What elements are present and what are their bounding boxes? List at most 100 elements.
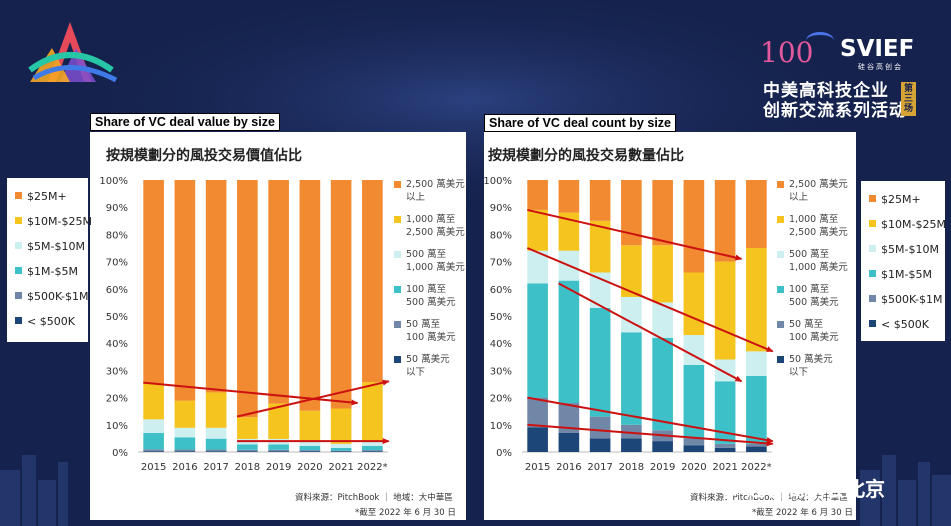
y-tick-label: 30%: [490, 366, 512, 377]
bar-segment: [268, 449, 289, 452]
legend-item: $25M+: [15, 190, 67, 203]
bar-segment: [330, 447, 352, 451]
legend-cn-label: 2,500 萬美元 以上: [406, 179, 465, 203]
x-tick-label: 2015: [141, 462, 166, 473]
bar-segment: [621, 180, 642, 246]
bar-segment: [714, 359, 736, 382]
bar-segment: [652, 441, 673, 452]
legend-item: < $500K: [15, 315, 75, 328]
chart-value-by-size: 0% 10% 20% 30% 40% 50% 60% 70% 80% 90% 100% 2015 201…: [99, 176, 390, 473]
y-tick-label: 90%: [490, 203, 512, 214]
bar-segment: [205, 438, 227, 450]
bar-segment: [268, 180, 289, 404]
legend-label: $5M-$10M: [881, 243, 939, 256]
bar-segment: [362, 180, 383, 383]
bar-segment: [746, 375, 767, 444]
legend-swatch: [777, 286, 784, 293]
legend-swatch: [15, 217, 22, 224]
y-tick-label: 100%: [484, 176, 512, 187]
bar-segment: [330, 180, 352, 409]
bar-segment: [330, 450, 352, 452]
legend-cn-item: 50 萬美元 以下: [777, 353, 847, 383]
bar-segment: [714, 381, 736, 444]
y-tick-label: 60%: [490, 285, 512, 296]
y-tick-label: 90%: [106, 203, 128, 214]
legend-swatch: [777, 216, 784, 223]
trend-arrow: [526, 247, 774, 353]
x-tick-label: 2016: [172, 462, 197, 473]
legend-cn-item: 50 萬至 100 萬美元: [777, 318, 847, 348]
bar-segment: [268, 403, 289, 439]
legend-item: $5M-$10M: [869, 243, 939, 256]
y-tick-label: 80%: [106, 230, 128, 241]
x-tick-label: 2018: [235, 462, 260, 473]
bar-segment: [558, 432, 580, 452]
legend-swatch: [15, 317, 22, 324]
skyline-decoration: [0, 455, 951, 526]
bar-segment: [683, 445, 705, 452]
legend-cn-item: 1,000 萬至 2,500 萬美元: [777, 213, 848, 243]
bar-segment: [362, 450, 383, 452]
bar-segment: [174, 427, 196, 438]
legend-label: < $500K: [27, 315, 75, 328]
trend-arrow: [527, 423, 774, 447]
legend-right: $25M+ $10M-$25M $5M-$10M $1M-$5M $500K-$1M < …: [861, 181, 946, 341]
bar-segment: [527, 250, 548, 284]
bar-segment: [589, 220, 611, 273]
legend-swatch: [869, 270, 876, 277]
x-tick-label: 2015: [525, 462, 550, 473]
trend-arrow: [143, 381, 359, 406]
bar-segment: [237, 417, 258, 439]
y-tick-label: 30%: [106, 366, 128, 377]
y-tick-label: 0%: [112, 448, 128, 459]
legend-swatch: [777, 181, 784, 188]
bar-segment: [621, 424, 642, 439]
legend-cn-item: 100 萬至 500 萬美元: [777, 283, 847, 313]
y-tick-label: 40%: [490, 339, 512, 350]
event-logo-icon: [28, 22, 118, 83]
legend-swatch: [777, 321, 784, 328]
bar-segment: [652, 337, 673, 431]
bar-segment: [714, 180, 736, 262]
legend-cn-label: 50 萬至 100 萬美元: [406, 319, 456, 343]
chart-title-count: Share of VC deal count by size: [484, 114, 676, 132]
bar-segment: [746, 248, 767, 352]
x-tick-label: 2022*: [357, 462, 387, 473]
bar-segment: [621, 245, 642, 297]
brand-cn: 硅谷高创会: [858, 63, 903, 71]
bar-segment: [174, 437, 196, 450]
x-tick-label: 2017: [587, 462, 612, 473]
legend-cn-item: 100 萬至 500 萬美元: [394, 283, 464, 313]
bar-segment: [143, 449, 164, 452]
bar-segment: [589, 307, 611, 417]
legend-label: $1M-$5M: [27, 265, 78, 278]
bar-segment: [205, 449, 227, 452]
bar-segment: [205, 392, 227, 428]
bar-segment: [143, 384, 164, 420]
chart-subtitle-count: 按規模劃分的風投交易數量佔比: [488, 148, 684, 164]
bar-segment: [527, 427, 548, 452]
bar-segment: [621, 296, 642, 333]
legend-swatch: [869, 295, 876, 302]
legend-cn-label: 1,000 萬至 2,500 萬美元: [789, 214, 848, 238]
bar-segment: [527, 397, 548, 428]
legend-swatch: [394, 286, 401, 293]
bar-segment: [714, 443, 736, 448]
y-tick-label: 50%: [490, 312, 512, 323]
legend-label: $25M+: [27, 190, 67, 203]
legend-item: $25M+: [869, 193, 921, 206]
legend-cn-label: 100 萬至 500 萬美元: [406, 284, 456, 308]
legend-label: < $500K: [881, 318, 929, 331]
bar-segment: [330, 443, 352, 448]
note-value: *截至 2022 年 6 月 30 日: [355, 508, 456, 518]
bar-segment: [143, 419, 164, 433]
legend-label: $10M-$25M: [881, 218, 946, 231]
source-value: 資料來源：PitchBook ｜ 地域：大中華區: [295, 493, 453, 503]
bar-segment: [143, 451, 164, 452]
bar-segment: [558, 180, 580, 213]
legend-swatch: [394, 321, 401, 328]
bar-segment: [205, 180, 227, 393]
y-tick-label: 20%: [106, 394, 128, 405]
legend-item: < $500K: [869, 318, 929, 331]
y-tick-label: 100%: [99, 176, 128, 187]
